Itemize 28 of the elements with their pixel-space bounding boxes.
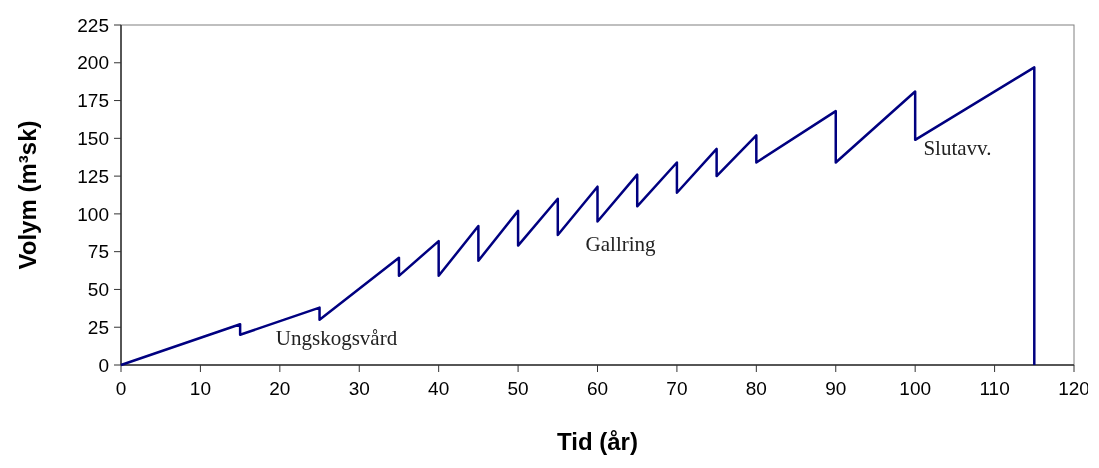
y-tick-label: 125 <box>77 165 109 187</box>
x-tick-label: 90 <box>825 378 847 399</box>
x-tick-label: 40 <box>428 378 450 399</box>
y-tick-label: 225 <box>77 14 109 36</box>
x-tick-label: 70 <box>666 378 688 399</box>
annotation: Gallring <box>585 232 657 257</box>
x-tick-label: 50 <box>507 378 529 399</box>
y-tick-label: 25 <box>87 316 109 338</box>
y-tick-label: 175 <box>77 90 109 112</box>
x-tick-label: 110 <box>979 378 1010 399</box>
x-tick-label: 10 <box>189 378 211 399</box>
y-tick-label: 200 <box>77 52 109 74</box>
x-axis-title: Tid (år) <box>557 428 638 455</box>
x-tick-label: 0 <box>115 378 127 399</box>
y-tick-label: 100 <box>77 203 109 225</box>
x-tick-label: 20 <box>269 378 291 399</box>
x-tick-label: 30 <box>348 378 370 399</box>
x-tick-label: 100 <box>899 378 932 399</box>
y-tick-label: 75 <box>87 241 109 263</box>
line-series <box>119 66 1036 367</box>
y-axis-title: Volym (m³sk) <box>14 120 41 270</box>
y-tick-label: 0 <box>98 354 109 376</box>
x-tick-label: 80 <box>745 378 767 399</box>
y-tick-label: 50 <box>87 279 109 301</box>
annotation: Slutavv. <box>923 135 992 160</box>
x-tick-label: 60 <box>586 378 609 399</box>
y-tick-label: 150 <box>77 127 109 149</box>
annotation: Ungskogsvård <box>275 326 398 351</box>
